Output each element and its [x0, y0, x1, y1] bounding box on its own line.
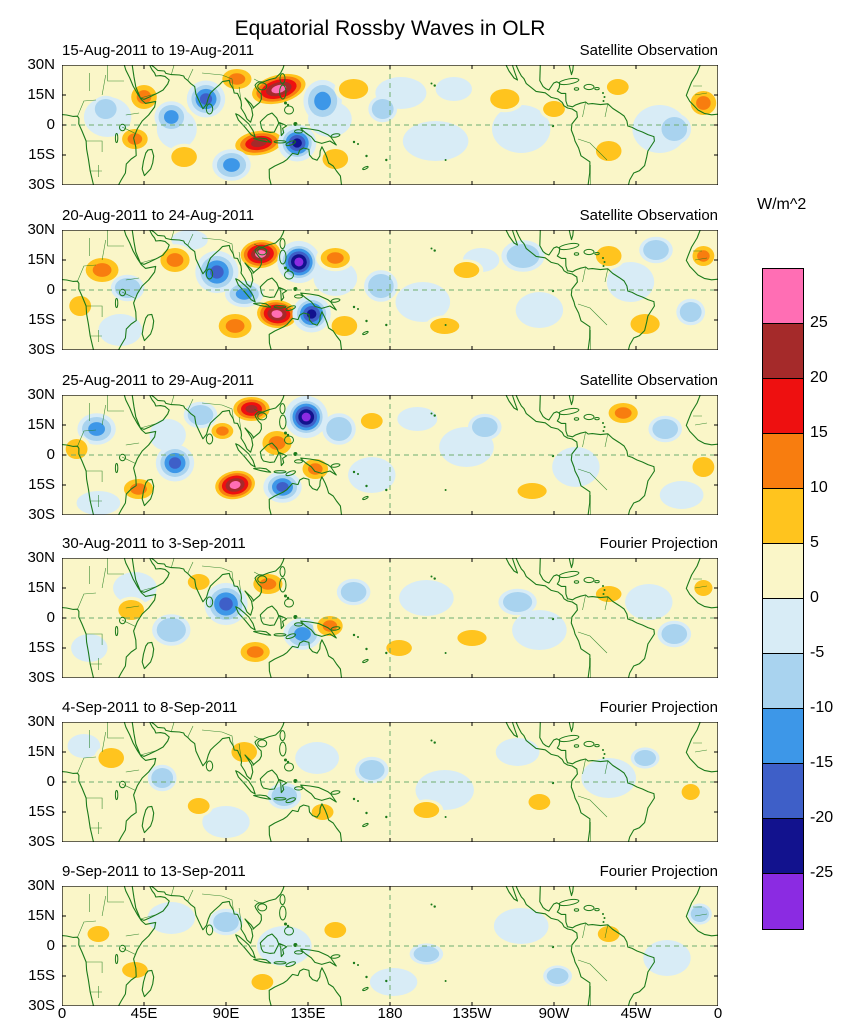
colorbar-cell — [763, 654, 803, 709]
map-panel — [62, 722, 718, 842]
panel-2: 20-Aug-2011 to 24-Aug-2011 Satellite Obs… — [62, 205, 718, 355]
lat-tick-label: 30S — [28, 833, 55, 850]
panel-date-range: 15-Aug-2011 to 19-Aug-2011 — [62, 42, 255, 59]
colorbar-cell — [763, 379, 803, 434]
lat-tick-label: 30S — [28, 997, 55, 1014]
panel-3: 25-Aug-2011 to 29-Aug-2011 Satellite Obs… — [62, 370, 718, 520]
lat-tick-label: 15S — [28, 146, 55, 163]
colorbar-tick-label: 0 — [810, 589, 819, 606]
panel-source-label: Fourier Projection — [599, 535, 718, 552]
colorbar-cell — [763, 324, 803, 379]
map-panel — [62, 230, 718, 350]
lat-tick-label: 15N — [27, 907, 55, 924]
panel-5: 4-Sep-2011 to 8-Sep-2011 Fourier Project… — [62, 697, 718, 847]
figure-title: Equatorial Rossby Waves in OLR — [234, 17, 546, 41]
lon-tick-label: 135E — [290, 1005, 326, 1022]
colorbar — [762, 268, 804, 930]
colorbar-tick-label: 10 — [810, 479, 828, 496]
panel-header: 9-Sep-2011 to 13-Sep-2011 Fourier Projec… — [62, 863, 718, 880]
panel-source-label: Fourier Projection — [599, 863, 718, 880]
lon-tick-label: 45E — [130, 1005, 158, 1022]
colorbar-tick-label: 15 — [810, 424, 828, 441]
panel-6: 9-Sep-2011 to 13-Sep-2011 Fourier Projec… — [62, 861, 718, 1011]
map-panel — [62, 395, 718, 515]
lat-tick-label: 30N — [27, 549, 55, 566]
lat-tick-label: 0 — [46, 116, 55, 133]
lat-tick-label: 30N — [27, 56, 55, 73]
lat-tick-label: 30N — [27, 877, 55, 894]
colorbar-unit-label: W/m^2 — [757, 196, 807, 213]
colorbar-tick-label: -25 — [810, 864, 834, 881]
lat-tick-label: 30S — [28, 341, 55, 358]
colorbar-tick-label: -10 — [810, 699, 834, 716]
panel-date-range: 25-Aug-2011 to 29-Aug-2011 — [62, 372, 255, 389]
panel-source-label: Satellite Observation — [579, 207, 718, 224]
colorbar-tick-label: -20 — [810, 809, 834, 826]
lat-tick-label: 15N — [27, 579, 55, 596]
map-panel — [62, 886, 718, 1006]
colorbar-tick-label: 20 — [810, 369, 828, 386]
lat-tick-label: 0 — [46, 609, 55, 626]
lat-tick-label: 15N — [27, 743, 55, 760]
lat-tick-label: 15N — [27, 251, 55, 268]
lat-tick-label: 0 — [46, 281, 55, 298]
lat-tick-label: 15S — [28, 803, 55, 820]
panel-header: 25-Aug-2011 to 29-Aug-2011 Satellite Obs… — [62, 372, 718, 389]
lon-tick-label: 135W — [452, 1005, 492, 1022]
panel-source-label: Fourier Projection — [599, 699, 718, 716]
panel-date-range: 9-Sep-2011 to 13-Sep-2011 — [62, 863, 246, 880]
panel-source-label: Satellite Observation — [579, 42, 718, 59]
lat-tick-label: 30N — [27, 713, 55, 730]
lat-tick-label: 15N — [27, 86, 55, 103]
lon-tick-label: 180 — [377, 1005, 403, 1022]
lat-tick-label: 15S — [28, 311, 55, 328]
colorbar-tick-label: 25 — [810, 314, 828, 331]
colorbar-cell — [763, 599, 803, 654]
lon-tick-label: 90W — [538, 1005, 570, 1022]
colorbar-cell — [763, 819, 803, 874]
lat-tick-label: 30N — [27, 221, 55, 238]
lat-tick-label: 30S — [28, 669, 55, 686]
colorbar-tick-label: -5 — [810, 644, 825, 661]
panel-header: 15-Aug-2011 to 19-Aug-2011 Satellite Obs… — [62, 42, 718, 59]
panel-4: 30-Aug-2011 to 3-Sep-2011 Fourier Projec… — [62, 533, 718, 683]
panel-header: 20-Aug-2011 to 24-Aug-2011 Satellite Obs… — [62, 207, 718, 224]
panel-date-range: 4-Sep-2011 to 8-Sep-2011 — [62, 699, 238, 716]
colorbar-tick-label: 5 — [810, 534, 819, 551]
lat-tick-label: 30S — [28, 176, 55, 193]
colorbar-cell — [763, 874, 803, 929]
lon-tick-label: 45W — [620, 1005, 652, 1022]
colorbar-cell — [763, 489, 803, 544]
lat-tick-label: 30S — [28, 506, 55, 523]
map-panel — [62, 558, 718, 678]
colorbar-cell — [763, 764, 803, 819]
lat-tick-label: 0 — [46, 937, 55, 954]
colorbar-cell — [763, 544, 803, 599]
lat-tick-label: 15S — [28, 476, 55, 493]
lat-tick-label: 30N — [27, 386, 55, 403]
lat-tick-label: 0 — [46, 446, 55, 463]
panel-date-range: 20-Aug-2011 to 24-Aug-2011 — [62, 207, 255, 224]
panel-source-label: Satellite Observation — [579, 372, 718, 389]
panel-header: 4-Sep-2011 to 8-Sep-2011 Fourier Project… — [62, 699, 718, 716]
colorbar-tick-label: -15 — [810, 754, 834, 771]
colorbar-cell — [763, 434, 803, 489]
lat-tick-label: 0 — [46, 773, 55, 790]
lon-tick-label: 0 — [57, 1005, 67, 1022]
lat-tick-label: 15S — [28, 967, 55, 984]
lon-tick-label: 0 — [713, 1005, 723, 1022]
colorbar-cell — [763, 709, 803, 764]
lat-tick-label: 15S — [28, 639, 55, 656]
colorbar-cell — [763, 269, 803, 324]
lat-tick-label: 15N — [27, 416, 55, 433]
panel-date-range: 30-Aug-2011 to 3-Sep-2011 — [62, 535, 246, 552]
lon-tick-label: 90E — [212, 1005, 240, 1022]
map-panel — [62, 65, 718, 185]
panel-header: 30-Aug-2011 to 3-Sep-2011 Fourier Projec… — [62, 535, 718, 552]
panel-1: 15-Aug-2011 to 19-Aug-2011 Satellite Obs… — [62, 40, 718, 190]
